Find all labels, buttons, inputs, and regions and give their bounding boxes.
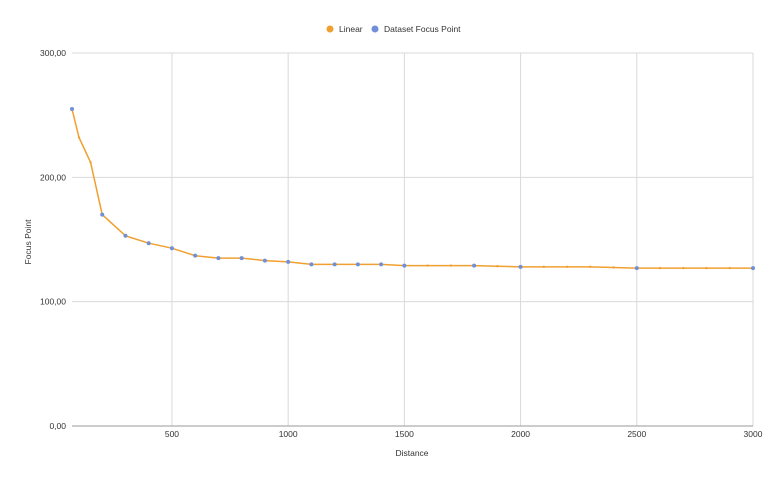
dataset-point: [262, 258, 267, 263]
dataset-point: [239, 256, 244, 261]
legend-dataset-marker: [371, 25, 379, 33]
x-tick-label: 500: [165, 429, 179, 439]
dataset-point: [379, 262, 384, 267]
linear-point: [496, 265, 499, 268]
linear-point: [705, 266, 708, 270]
linear-point: [426, 264, 429, 267]
dataset-point: [751, 266, 755, 271]
x-axis-title: Distance: [395, 448, 428, 458]
linear-point: [89, 161, 92, 164]
dataset-point: [309, 262, 314, 267]
linear-point: [658, 266, 662, 270]
linear-point: [77, 136, 81, 139]
linear-point: [589, 265, 592, 269]
dataset-point: [216, 256, 221, 261]
dataset-point: [332, 262, 337, 267]
dataset-point: [100, 212, 105, 217]
dataset-point: [70, 106, 74, 111]
linear-point: [612, 266, 615, 269]
y-tick-label: 300,00: [40, 48, 66, 58]
x-tick-label: 2500: [627, 429, 646, 439]
x-tick-label: 2000: [511, 429, 530, 439]
legend-dataset-label: Dataset Focus Point: [384, 24, 461, 34]
y-axis-ticks: 0,00 100,00 200,00 300,00: [40, 48, 66, 431]
linear-point: [565, 265, 569, 269]
series-linear-line: [71, 108, 753, 269]
y-tick-label: 200,00: [40, 172, 66, 182]
linear-point: [449, 264, 453, 267]
legend: Linear Dataset Focus Point: [326, 24, 461, 34]
linear-point: [542, 265, 546, 269]
y-tick-label: 100,00: [40, 297, 66, 307]
linear-point: [728, 266, 731, 270]
x-tick-label: 1000: [279, 429, 298, 439]
x-tick-label: 3000: [744, 429, 763, 439]
series-dataset-points: [70, 106, 755, 271]
dataset-point: [472, 263, 477, 268]
dataset-point: [123, 233, 128, 238]
legend-linear-marker: [326, 25, 334, 33]
series-linear-points: [70, 107, 755, 270]
dataset-point: [634, 266, 639, 271]
dataset-point: [193, 253, 198, 258]
x-axis-ticks: 500 1000 1500 2000 2500 3000: [165, 429, 763, 439]
dataset-point: [518, 264, 523, 269]
linear-point: [682, 266, 685, 270]
dataset-point: [355, 262, 360, 267]
dataset-point: [286, 259, 291, 264]
x-tick-label: 1500: [395, 429, 414, 439]
y-tick-label: 0,00: [49, 421, 66, 431]
legend-linear-label: Linear: [339, 24, 363, 34]
y-axis-title: Focus Point: [23, 219, 33, 265]
dataset-point: [402, 263, 407, 268]
dataset-point: [146, 241, 151, 246]
dataset-point: [169, 246, 174, 251]
grid: [72, 52, 754, 426]
